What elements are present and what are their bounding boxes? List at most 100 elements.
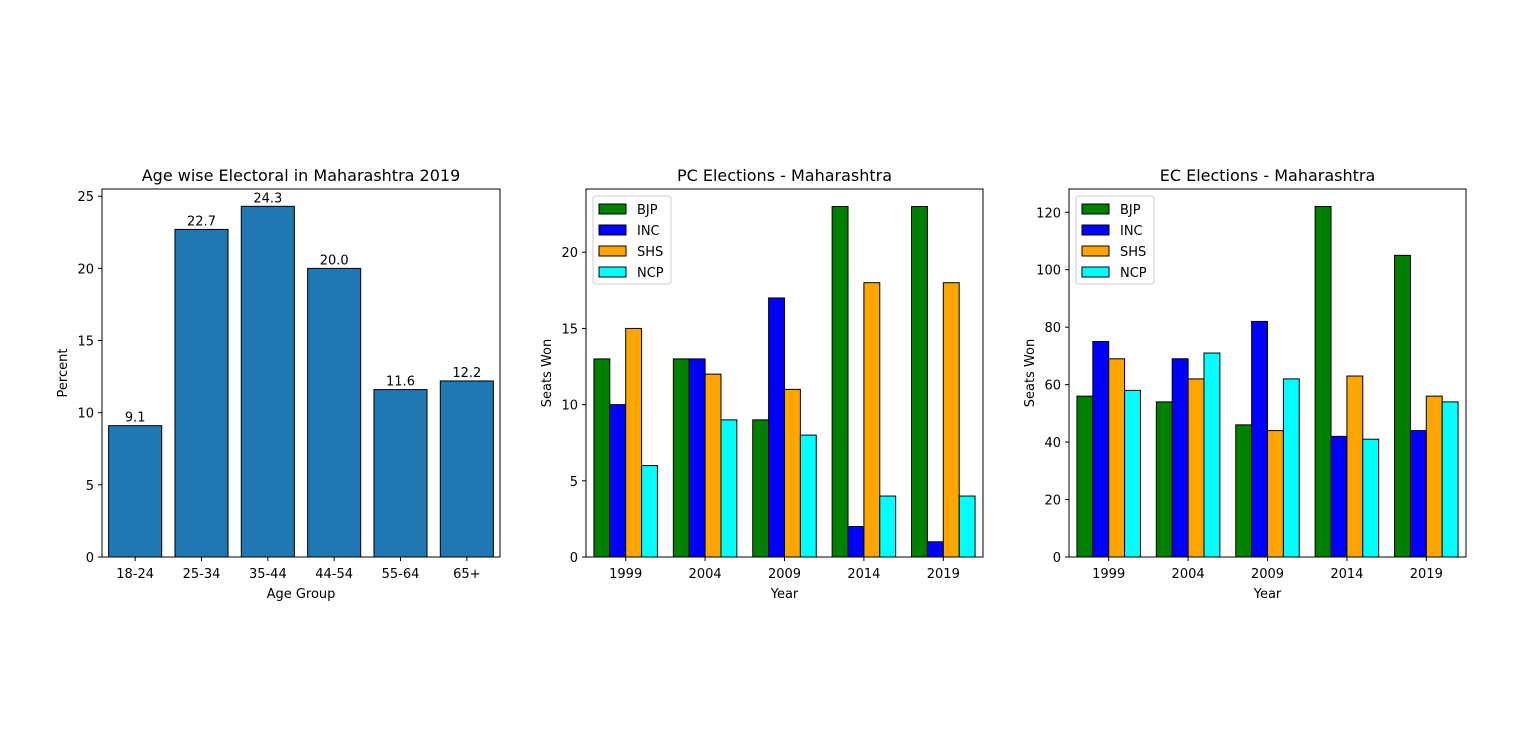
y-tick-label: 0 (86, 551, 94, 566)
bar-shs-2019 (1425, 395, 1443, 558)
y-axis-label: Seats Won (540, 339, 555, 408)
x-tick-label: 2014 (847, 567, 880, 582)
y-tick-label: 20 (77, 262, 94, 277)
legend-swatch-shs (598, 245, 627, 257)
y-tick-label: 10 (77, 407, 94, 422)
bar-55-64 (373, 389, 428, 558)
bar-shs-1999 (1108, 358, 1126, 558)
legend-label-ncp: NCP (637, 266, 664, 281)
bar-ncp-2004 (720, 419, 738, 558)
bar-65+ (439, 380, 494, 558)
bar-shs-2019 (942, 282, 960, 558)
bar-shs-2014 (863, 282, 881, 558)
bar-shs-1999 (625, 327, 643, 558)
bar-35-44 (240, 205, 295, 558)
legend-swatch-inc (1081, 224, 1110, 236)
legend-swatch-bjp (598, 203, 627, 215)
bar-bjp-2014 (1314, 206, 1332, 558)
legend-box (592, 195, 672, 285)
legend-label-inc: INC (637, 224, 660, 239)
x-tick-label: 18-24 (116, 567, 154, 582)
bar-bjp-2009 (1235, 424, 1253, 558)
y-tick-label: 10 (561, 399, 578, 414)
chart-title: PC Elections - Maharashtra (677, 166, 892, 185)
legend-label-bjp: BJP (637, 203, 658, 218)
data-label: 9.1 (125, 411, 146, 426)
bar-inc-2014 (1330, 435, 1348, 558)
y-tick-label: 0 (570, 551, 578, 566)
bar-inc-2004 (688, 358, 706, 558)
y-tick-label: 20 (561, 246, 578, 261)
bar-shs-2004 (1187, 378, 1205, 558)
y-tick-label: 100 (1036, 264, 1061, 279)
bar-bjp-1999 (1076, 395, 1094, 558)
bar-inc-2014 (847, 526, 865, 558)
x-tick-label: 35-44 (249, 567, 287, 582)
bar-ncp-2004 (1203, 352, 1221, 558)
y-tick-label: 0 (1053, 551, 1061, 566)
legend-label-shs: SHS (637, 245, 663, 260)
legend-swatch-inc (598, 224, 627, 236)
x-tick-label: 2009 (1251, 567, 1284, 582)
x-axis-label: Year (1253, 587, 1282, 602)
y-tick-label: 60 (1044, 379, 1061, 394)
bar-shs-2009 (1267, 430, 1284, 558)
legend-box (1075, 195, 1155, 285)
x-tick-label: 65+ (453, 567, 480, 582)
bar-ncp-2014 (1362, 438, 1380, 558)
x-tick-label: 2019 (1410, 567, 1443, 582)
bar-inc-1999 (1092, 341, 1110, 558)
x-tick-label: 44-54 (315, 567, 353, 582)
axes-frame (101, 188, 501, 558)
bar-44-54 (307, 267, 362, 558)
legend-label-inc: INC (1120, 224, 1143, 239)
x-axis-label: Year (770, 587, 799, 602)
y-tick-label: 5 (86, 479, 94, 494)
y-tick-label: 120 (1036, 206, 1061, 221)
bar-inc-2004 (1171, 358, 1189, 558)
chart-title: EC Elections - Maharashtra (1160, 166, 1376, 185)
x-tick-label: 2004 (689, 567, 722, 582)
x-tick-label: 1999 (609, 567, 642, 582)
legend-swatch-ncp (1081, 266, 1110, 278)
bar-ncp-2009 (799, 434, 817, 558)
bar-shs-2014 (1346, 375, 1364, 558)
bar-ncp-2019 (1441, 401, 1459, 558)
y-tick-label: 15 (561, 322, 578, 337)
chart-2: 1999 2004 2009 2014 2019 0 5 10 15 20 PC Elections… (540, 166, 984, 602)
legend: BJP INC SHS NCP (1075, 195, 1155, 285)
y-axis-label: Percent (56, 349, 71, 398)
y-tick-label: 5 (570, 475, 578, 490)
y-tick-label: 25 (77, 190, 94, 205)
bar-inc-2019 (926, 541, 944, 558)
legend-swatch-ncp (598, 266, 627, 278)
bar-ncp-2009 (1282, 378, 1300, 558)
chart-3: 1999 2004 2009 2014 2019 0 20 40 60 80 100 120 EC El… (1023, 166, 1467, 602)
x-axis-label: Age Group (267, 587, 336, 602)
bar-bjp-2014 (831, 206, 849, 558)
x-tick-label: 2009 (768, 567, 801, 582)
bar-bjp-2004 (1155, 401, 1173, 558)
x-tick-label: 55-64 (382, 567, 420, 582)
bar-inc-2019 (1409, 430, 1427, 558)
legend: BJP INC SHS NCP (592, 195, 672, 285)
bar-25-34 (174, 228, 229, 558)
x-tick-label: 25-34 (183, 567, 221, 582)
legend-swatch-bjp (1081, 203, 1110, 215)
x-tick-label: 2004 (1172, 567, 1205, 582)
y-tick-label: 20 (1044, 494, 1061, 509)
chart-1: 9.1 22.7 24.3 20.0 11.6 12.2 18-24 25-34 35-44 44… (56, 166, 501, 602)
bar-inc-1999 (609, 404, 627, 558)
x-tick-label: 2014 (1330, 567, 1363, 582)
bar-bjp-2019 (1394, 254, 1411, 558)
y-tick-label: 80 (1044, 321, 1061, 336)
y-tick-label: 15 (77, 335, 94, 350)
legend-swatch-shs (1081, 245, 1110, 257)
bar-18-24 (108, 425, 163, 558)
bar-bjp-1999 (593, 358, 611, 558)
data-label: 24.3 (253, 191, 282, 206)
bar-inc-2009 (768, 297, 785, 558)
data-label: 20.0 (320, 253, 349, 268)
x-tick-label: 1999 (1092, 567, 1125, 582)
